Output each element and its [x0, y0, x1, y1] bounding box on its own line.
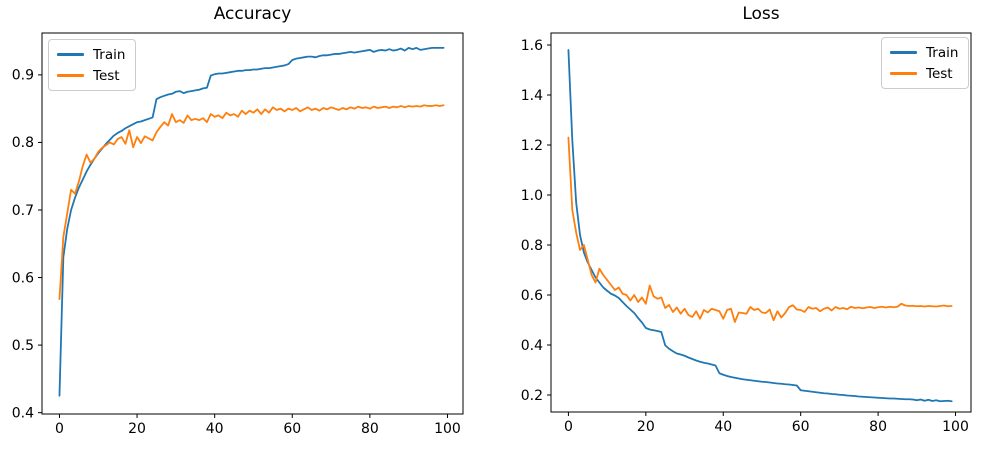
legend-label-train: Train — [93, 46, 126, 63]
loss-plot: 0 20 40 60 80 100 0.2 0.4 0.6 0.8 1.0 1.2 1.4 1.6 — [521, 32, 972, 435]
y-tick-label: 0.6 — [521, 288, 543, 304]
x-tick-label: 40 — [714, 419, 732, 435]
accuracy-plot: 0 20 40 60 80 100 0.4 0.5 0.6 0.7 0.8 0.9 — [12, 32, 464, 437]
y-tick-label: 0.7 — [12, 203, 34, 219]
y-tick-label: 0.4 — [521, 338, 543, 354]
y-tick-label: 0.9 — [12, 68, 34, 84]
y-tick-label: 0.2 — [521, 388, 543, 404]
x-tick-label: 60 — [283, 421, 301, 437]
y-tick-label: 1.4 — [521, 88, 543, 104]
x-tick-label: 20 — [128, 421, 146, 437]
y-tick-label: 0.8 — [521, 238, 543, 254]
test-line — [58, 104, 445, 301]
x-tick-label: 100 — [942, 419, 969, 435]
train-line-swatch — [57, 53, 84, 56]
y-tick-label: 1.0 — [521, 188, 543, 204]
legend-item-train: Train — [57, 46, 125, 63]
accuracy-title: Accuracy — [213, 4, 292, 24]
train-line — [58, 46, 445, 397]
y-tick-label: 0.4 — [12, 405, 34, 421]
y-tick-label: 0.5 — [12, 338, 34, 354]
accuracy-legend: Train Test — [48, 39, 137, 91]
test-line — [567, 136, 953, 323]
legend-label-train: Train — [926, 44, 959, 61]
legend-item-test: Test — [57, 67, 125, 84]
x-tick-label: 80 — [361, 421, 379, 437]
legend-item-test: Test — [890, 65, 958, 82]
legend-label-test: Test — [926, 65, 953, 82]
loss-legend: Train Test — [881, 37, 970, 89]
test-line-swatch — [890, 72, 917, 75]
x-tick-label: 20 — [637, 419, 655, 435]
x-tick-label: 0 — [55, 421, 64, 437]
legend-label-test: Test — [93, 67, 120, 84]
y-tick-label: 0.8 — [12, 135, 34, 151]
x-tick-label: 0 — [564, 419, 573, 435]
axes-frame — [41, 32, 464, 415]
y-tick-label: 1.6 — [521, 38, 543, 54]
test-line-swatch — [57, 74, 84, 77]
y-tick-label: 0.6 — [12, 270, 34, 286]
y-tick-label: 1.2 — [521, 138, 543, 154]
legend-item-train: Train — [890, 44, 958, 61]
x-tick-label: 40 — [206, 421, 224, 437]
x-tick-label: 60 — [792, 419, 810, 435]
train-line-swatch — [890, 51, 917, 54]
axes-frame — [550, 32, 972, 413]
x-tick-label: 80 — [869, 419, 887, 435]
loss-title: Loss — [742, 4, 780, 24]
train-line — [567, 49, 953, 403]
x-tick-label: 100 — [434, 421, 461, 437]
